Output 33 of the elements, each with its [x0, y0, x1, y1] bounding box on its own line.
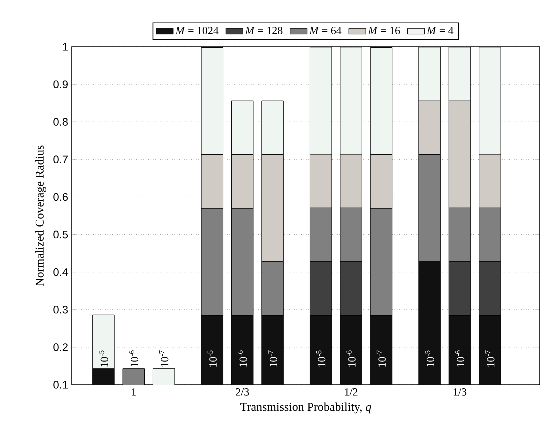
x-axis-title: Transmission Probability, q: [240, 402, 372, 414]
y-tick-label: 0.3: [54, 306, 68, 314]
y-tick-label: 0.5: [54, 230, 68, 239]
y-axis-title: Normalized Coverage Radius: [36, 146, 46, 286]
y-tick-label: 0.9: [54, 80, 68, 88]
x-tick-label: 10$^{-6}$: [455, 350, 465, 367]
x-tick-label: 10$^{-7}$: [268, 350, 278, 367]
x-tick-label: 10$^{-7}$: [376, 350, 386, 367]
x-tick-label: 10$^{-5}$: [208, 350, 217, 367]
x-tick-label: 10$^{-6}$: [346, 350, 356, 367]
legend-label: M = 64: [309, 27, 342, 34]
x-tick-label: 10$^{-5}$: [99, 350, 108, 367]
x-tick-label: 10$^{-6}$: [129, 350, 138, 367]
text: 1/3: [454, 388, 467, 396]
y-tick-label: 0.7: [54, 156, 68, 164]
y-tick-label: 0.2: [54, 344, 68, 352]
legend-label: M = 128: [245, 27, 283, 34]
legend-label: M = 4: [426, 27, 454, 34]
y-tick-label: 0.4: [54, 268, 68, 276]
x-tick-label: 10$^{-5}$: [425, 350, 434, 367]
legend-label: M = 1024: [176, 27, 219, 34]
y-tick-label: 0.6: [54, 193, 68, 202]
x-tick-label: 10$^{-7}$: [160, 350, 169, 367]
y-tick-label: 0.1: [54, 381, 68, 389]
x-tick-label: 10$^{-5}$: [316, 350, 326, 367]
y-tick-label: 0.8: [54, 118, 68, 126]
y-tick-label: 1: [63, 43, 68, 51]
x-tick-label: 10$^{-7}$: [486, 350, 495, 367]
x-tick-label: 10$^{-6}$: [238, 350, 248, 367]
text: 1/2: [345, 388, 358, 396]
text: 1: [132, 388, 136, 396]
text: 2/3: [236, 388, 250, 396]
legend-label: M = 16: [368, 27, 400, 34]
